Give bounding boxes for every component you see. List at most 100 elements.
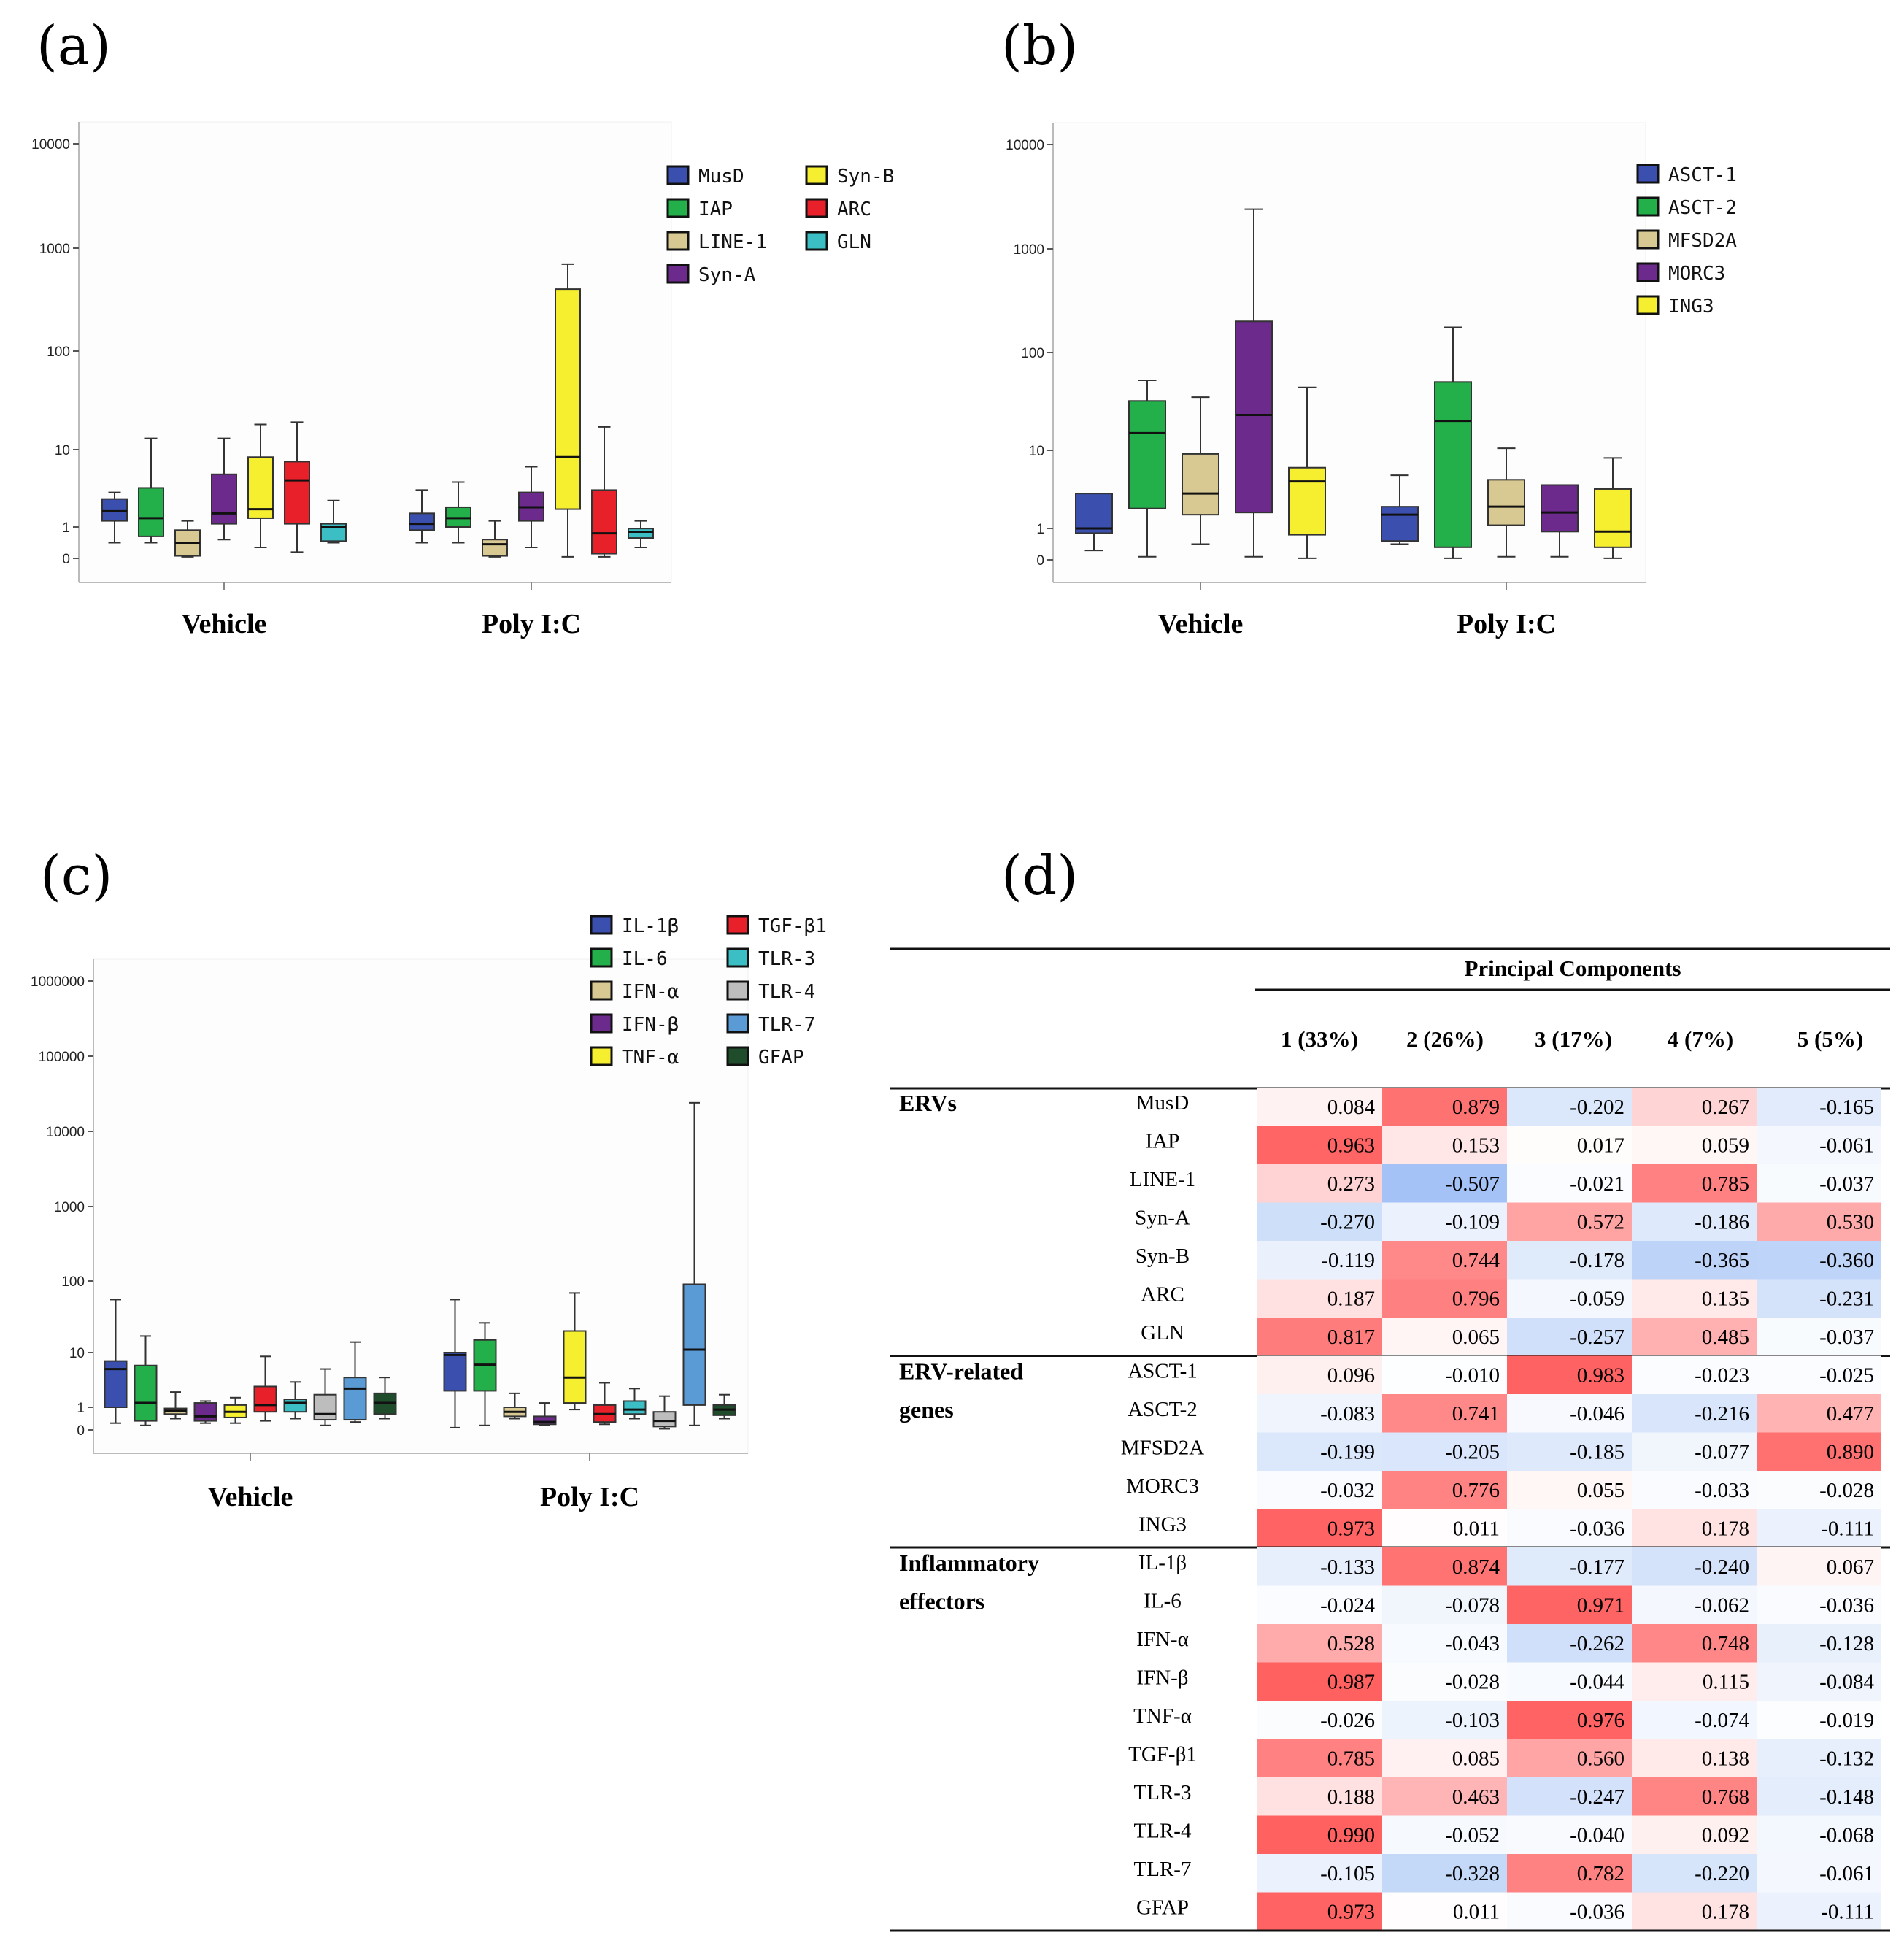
legend-label: GFAP xyxy=(758,1047,804,1069)
heat-cell xyxy=(1257,1892,1382,1931)
cell-value: 0.560 xyxy=(1577,1747,1624,1771)
heat-cell xyxy=(1757,1471,1881,1509)
row-label: IL-1β xyxy=(1138,1551,1187,1574)
heat-cell xyxy=(1632,1164,1757,1203)
heat-cell xyxy=(1382,1547,1507,1586)
cell-value: -0.133 xyxy=(1320,1555,1375,1579)
box-musd xyxy=(101,498,128,522)
heat-cell xyxy=(1507,1355,1632,1394)
cell-value: -0.033 xyxy=(1695,1479,1749,1502)
box-ifn- xyxy=(193,1402,217,1422)
heat-cell xyxy=(1757,1854,1881,1893)
box-ing3 xyxy=(1594,488,1632,548)
heat-cell xyxy=(1757,1202,1881,1241)
heat-cell xyxy=(1632,1355,1757,1394)
heat-cell xyxy=(1382,1585,1507,1624)
panel-label-d: (d) xyxy=(1001,845,1078,907)
heat-cell xyxy=(1757,1585,1881,1624)
cell-value: 0.135 xyxy=(1702,1288,1749,1311)
cell-value: 0.065 xyxy=(1452,1326,1500,1349)
heat-cell xyxy=(1257,1739,1382,1777)
cell-value: 0.776 xyxy=(1452,1479,1500,1502)
cell-value: -0.068 xyxy=(1819,1824,1874,1847)
heat-cell xyxy=(1257,1432,1382,1471)
legend-swatch xyxy=(726,1013,749,1034)
heat-cell xyxy=(1632,1662,1757,1701)
legend-label: TLR-4 xyxy=(758,981,815,1003)
y-tick-label: 0 xyxy=(1036,553,1044,569)
cell-value: -0.061 xyxy=(1819,1134,1874,1158)
heat-cell xyxy=(1632,1088,1757,1126)
heat-cell xyxy=(1757,1432,1881,1471)
cell-value: -0.257 xyxy=(1570,1326,1624,1349)
y-tick-label: 1000000 xyxy=(31,974,85,990)
y-tick-label: 0 xyxy=(77,1423,85,1439)
box-arc xyxy=(591,489,617,555)
heat-cell xyxy=(1507,1318,1632,1356)
box-tnf- xyxy=(563,1330,587,1404)
heat-cell xyxy=(1757,1318,1881,1356)
heat-cell xyxy=(1507,1088,1632,1126)
box-tlr-3 xyxy=(623,1400,647,1415)
cell-value: 0.178 xyxy=(1702,1518,1749,1541)
y-tick-label: 1000 xyxy=(39,242,70,257)
cell-value: 0.477 xyxy=(1827,1402,1874,1426)
heat-cell xyxy=(1757,1355,1881,1394)
heat-cell xyxy=(1382,1432,1507,1471)
heat-cell xyxy=(1257,1202,1382,1241)
heat-cell xyxy=(1382,1662,1507,1701)
heat-cell xyxy=(1257,1088,1382,1126)
group-label: Vehicle xyxy=(1158,609,1244,639)
cell-value: 0.971 xyxy=(1577,1594,1624,1618)
legend-swatch xyxy=(726,947,749,968)
cell-value: -0.036 xyxy=(1570,1518,1624,1541)
legend-label: IFN-β xyxy=(622,1014,679,1036)
legend-label: IL-6 xyxy=(622,948,668,970)
heat-cell xyxy=(1257,1241,1382,1280)
cell-value: 0.796 xyxy=(1452,1288,1500,1311)
heat-cell xyxy=(1382,1509,1507,1547)
group-label: Poly I:C xyxy=(540,1482,639,1512)
heat-cell xyxy=(1382,1355,1507,1394)
cell-value: 0.267 xyxy=(1702,1096,1749,1119)
cell-value: -0.028 xyxy=(1819,1479,1874,1502)
legend-label: IL-1β xyxy=(622,915,679,937)
cell-value: 0.748 xyxy=(1702,1632,1749,1655)
cell-value: -0.083 xyxy=(1320,1402,1375,1426)
legend-label: ARC xyxy=(837,199,871,220)
legend-label: ASCT-1 xyxy=(1668,164,1737,186)
box-arc xyxy=(284,461,310,525)
row-label: MusD xyxy=(1136,1091,1190,1115)
legend-label: TLR-3 xyxy=(758,948,815,970)
row-label: IFN-α xyxy=(1136,1628,1189,1651)
row-label: ARC xyxy=(1141,1283,1184,1307)
cell-value: -0.025 xyxy=(1819,1364,1874,1388)
group-label: Poly I:C xyxy=(482,609,581,639)
cell-value: -0.026 xyxy=(1320,1709,1375,1732)
plot-area xyxy=(78,121,672,583)
box-tlr-7 xyxy=(682,1283,706,1406)
row-label: IFN-β xyxy=(1136,1666,1188,1690)
box-syn-a xyxy=(211,473,237,525)
y-tick-label: 1 xyxy=(1036,522,1044,537)
cell-value: 0.879 xyxy=(1452,1096,1500,1119)
heat-cell xyxy=(1257,1355,1382,1394)
heat-cell xyxy=(1632,1701,1757,1739)
cell-value: -0.078 xyxy=(1445,1594,1500,1618)
cell-value: -0.231 xyxy=(1819,1288,1874,1311)
heat-cell xyxy=(1382,1202,1507,1241)
heat-cell xyxy=(1757,1088,1881,1126)
legend-swatch xyxy=(666,264,690,284)
row-label: IAP xyxy=(1146,1130,1180,1153)
cell-value: 0.085 xyxy=(1452,1747,1500,1771)
group-label: Poly I:C xyxy=(1457,609,1556,639)
y-tick-label: 1000 xyxy=(1014,242,1044,258)
cell-value: 0.976 xyxy=(1577,1709,1624,1732)
heat-cell xyxy=(1382,1815,1507,1854)
cell-value: 0.890 xyxy=(1827,1441,1874,1464)
heat-cell xyxy=(1507,1126,1632,1164)
heat-cell xyxy=(1382,1241,1507,1280)
heat-cell xyxy=(1507,1432,1632,1471)
legend-label: TGF-β1 xyxy=(758,915,827,937)
cell-value: -0.024 xyxy=(1320,1594,1375,1618)
